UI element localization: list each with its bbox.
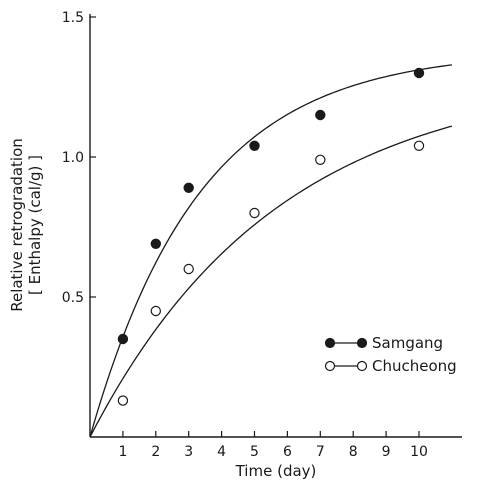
data-point-samgang <box>315 109 326 121</box>
data-point-samgang <box>150 238 161 249</box>
fitted-curves <box>89 64 453 438</box>
data-point-chucheong <box>249 207 260 219</box>
y-axis-subtitle: [ Enthalpy (cal/g) ] <box>26 155 44 295</box>
data-point-chucheong <box>150 305 161 317</box>
x-tick-label: 4 <box>217 444 226 460</box>
legend-marker-chucheong-end <box>356 360 368 372</box>
y-ticks: 0.5 1.0 1.5 <box>62 10 96 306</box>
y-tick-label: 1.5 <box>62 10 84 26</box>
x-tick-label: 5 <box>250 444 259 460</box>
y-axis-title-group: Relative retrogradation [ Enthalpy (cal/… <box>8 138 44 312</box>
fit-curve-chucheong <box>89 125 453 438</box>
y-tick-label: 1.0 <box>62 150 84 166</box>
data-point-samgang <box>117 333 129 345</box>
data-points <box>117 67 425 406</box>
x-ticks: 1 2 3 4 5 6 7 8 9 10 <box>118 431 428 460</box>
x-tick-label: 6 <box>283 444 292 460</box>
x-tick-label: 8 <box>349 444 358 460</box>
x-tick-label: 3 <box>184 444 193 460</box>
x-tick-label: 9 <box>382 444 391 460</box>
data-point-chucheong <box>315 154 326 165</box>
data-point-samgang <box>413 67 425 79</box>
x-axis-title: Time (day) <box>235 462 317 480</box>
legend-label-chucheong: Chucheong <box>372 357 457 375</box>
legend-marker-samgang-end <box>356 337 368 349</box>
x-tick-label: 1 <box>118 444 127 460</box>
y-tick-label: 0.5 <box>62 290 84 306</box>
data-point-samgang <box>249 140 260 151</box>
data-point-chucheong <box>413 140 425 151</box>
legend-marker-chucheong-start <box>324 360 336 372</box>
legend: Samgang Chucheong <box>324 334 457 375</box>
axes <box>89 14 462 438</box>
fit-curve-samgang <box>89 64 452 438</box>
x-tick-label: 2 <box>151 444 160 460</box>
x-tick-label: 10 <box>410 444 428 460</box>
x-tick-label: 7 <box>316 444 325 460</box>
data-point-samgang <box>183 182 194 193</box>
legend-item-samgang: Samgang <box>324 334 443 352</box>
legend-item-chucheong: Chucheong <box>324 357 457 375</box>
legend-label-samgang: Samgang <box>372 334 443 352</box>
data-point-chucheong <box>183 263 194 275</box>
y-axis-title: Relative retrogradation <box>8 138 26 312</box>
data-point-chucheong <box>117 395 129 406</box>
